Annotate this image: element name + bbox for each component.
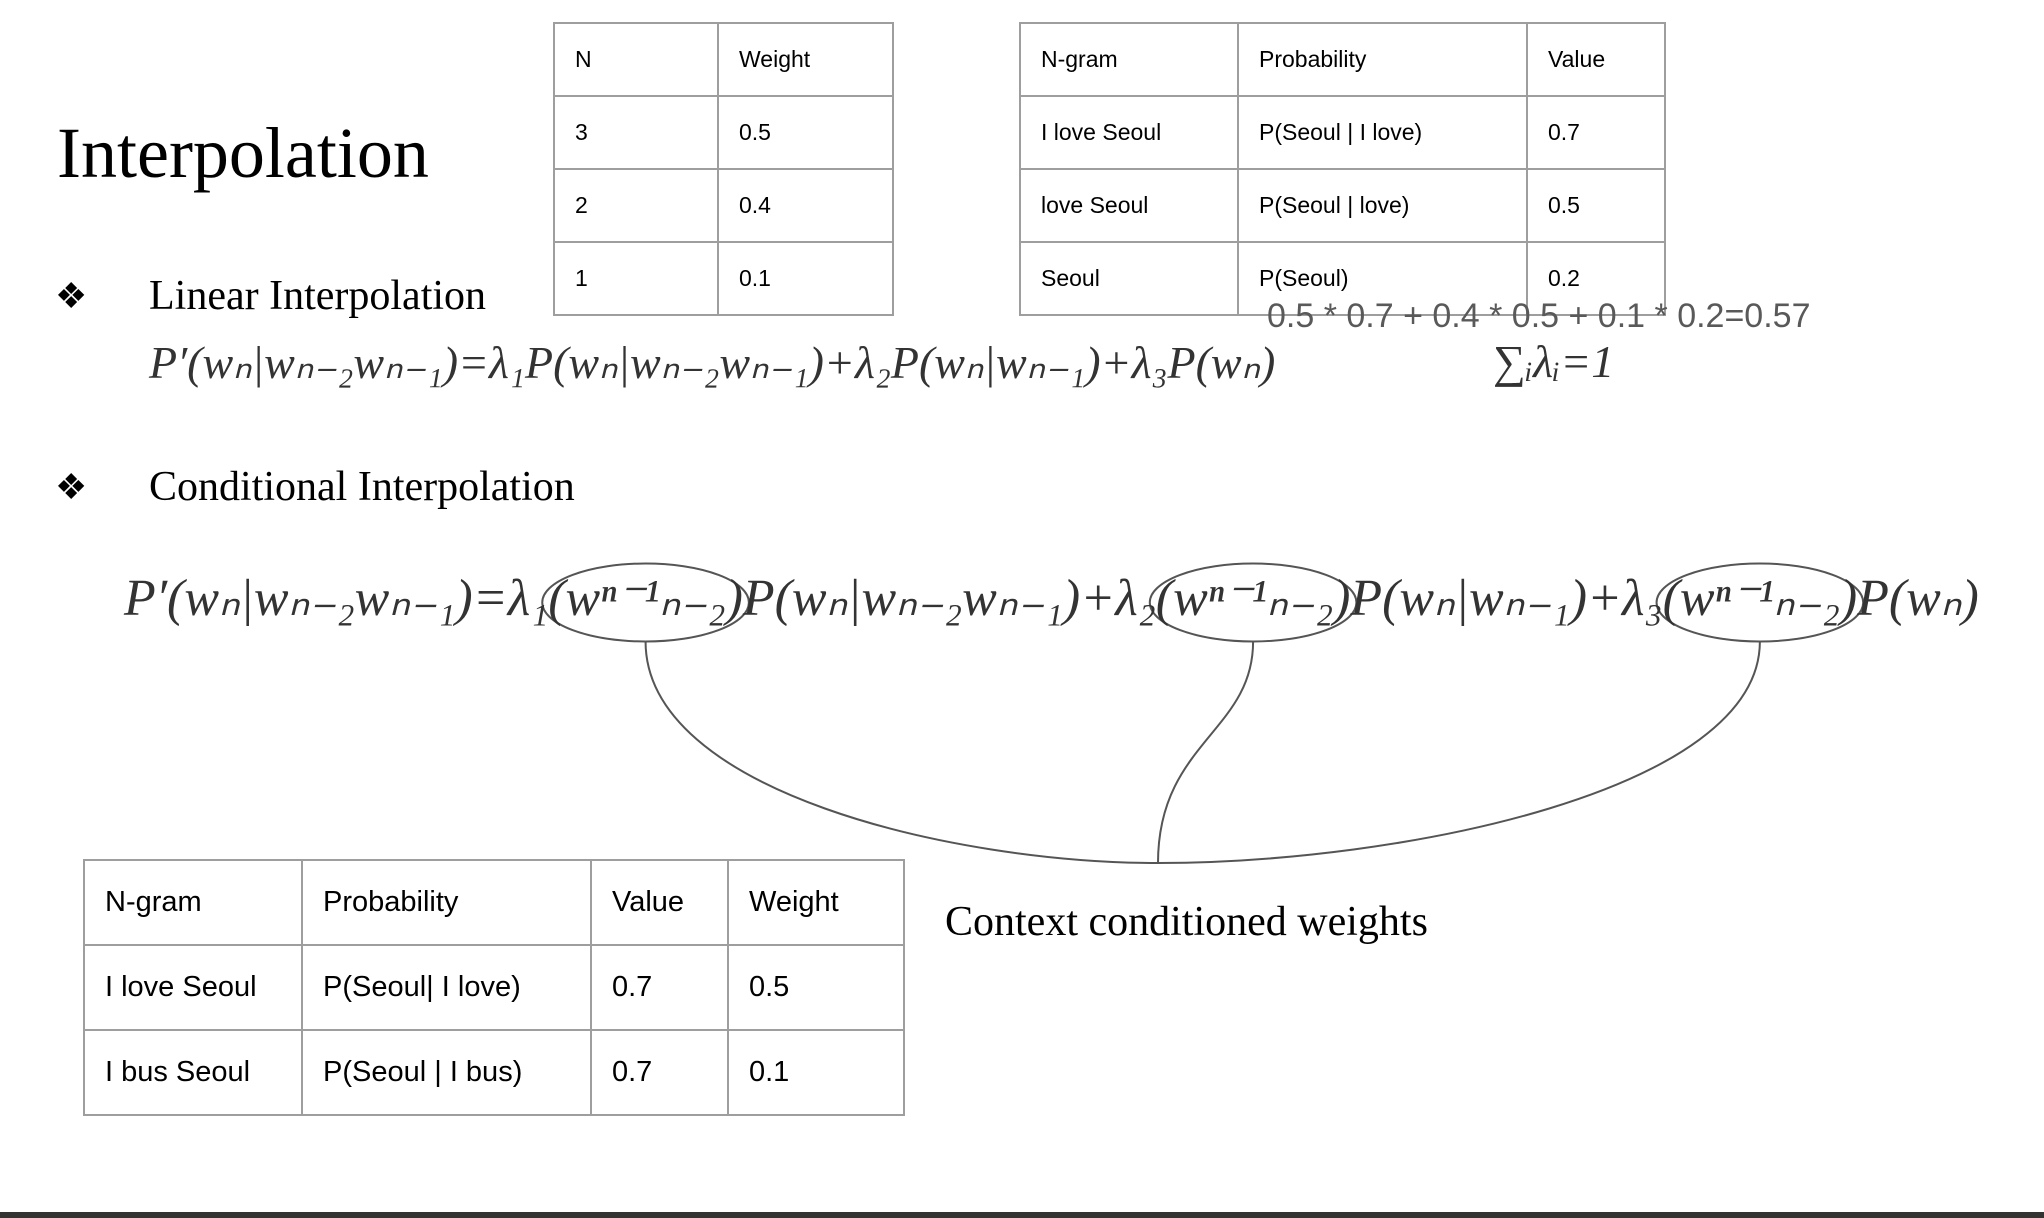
table-row: I love Seoul P(Seoul| I love) 0.7 0.5 [83, 944, 905, 1031]
calculation: 0.5 * 0.7 + 0.4 * 0.5 + 0.1 * 0.2=0.57 [1267, 297, 1811, 335]
table-cell: 2 [553, 168, 719, 243]
formula-part: P(wₙ) [1857, 570, 1979, 627]
formula-part: P(wₙ|wₙ₋₂wₙ₋₁)+λ₂ [742, 570, 1156, 627]
header-cell: N-gram [1019, 22, 1239, 97]
table-row: Seoul P(Seoul) 0.2 [1019, 241, 1666, 316]
linear-formula: P′(wₙ|wₙ₋₂wₙ₋₁)=λ₁P(wₙ|wₙ₋₂wₙ₋₁)+λ₂P(wₙ|… [149, 337, 1276, 388]
header-cell: Weight [717, 22, 894, 97]
table-row: I bus Seoul P(Seoul | I bus) 0.7 0.1 [83, 1029, 905, 1116]
table-header-row: N-gram Probability Value Weight [83, 859, 905, 946]
table-cell: 0.7 [590, 1029, 729, 1116]
bullet-label: Linear Interpolation [149, 273, 487, 319]
table-header-row: N-gram Probability Value [1019, 22, 1666, 97]
table-cell: 0.1 [717, 241, 894, 316]
table-cell: I love Seoul [83, 944, 303, 1031]
circled-term: (wⁿ⁻¹ₙ₋₂) [1155, 570, 1351, 627]
header-cell: Value [590, 859, 729, 946]
table-cell: 0.2 [1526, 241, 1666, 316]
link-curve [1157, 641, 1761, 864]
table-cell: 0.5 [727, 944, 905, 1031]
header-cell: Probability [301, 859, 592, 946]
bullet-marker: ❖ [55, 276, 88, 316]
weight-table: N Weight 3 0.5 2 0.4 1 0.1 [553, 22, 894, 316]
bullet-label: Conditional Interpolation [149, 464, 575, 510]
table-cell: I bus Seoul [83, 1029, 303, 1116]
header-cell: N [553, 22, 719, 97]
table-row: I love Seoul P(Seoul | I love) 0.7 [1019, 95, 1666, 170]
table-cell: P(Seoul | love) [1237, 168, 1528, 243]
link-curve [644, 641, 1159, 864]
formula-part: P(wₙ|wₙ₋₁)+λ₃ [1350, 570, 1663, 627]
annotation: Context conditioned weights [945, 899, 1428, 945]
table-cell: Seoul [1019, 241, 1239, 316]
table-row: 2 0.4 [553, 168, 894, 243]
header-cell: Weight [727, 859, 905, 946]
bottom-rule [0, 1212, 2044, 1218]
table-row: 3 0.5 [553, 95, 894, 170]
sum-constraint: ∑ᵢλᵢ=1 [1493, 336, 1615, 387]
table-cell: P(Seoul | I love) [1237, 95, 1528, 170]
table-cell: I love Seoul [1019, 95, 1239, 170]
table-cell: P(Seoul | I bus) [301, 1029, 592, 1116]
conditional-formula: P′(wₙ|wₙ₋₂wₙ₋₁)=λ₁(wⁿ⁻¹ₙ₋₂)P(wₙ|wₙ₋₂wₙ₋₁… [124, 568, 1979, 628]
table-cell: 0.5 [717, 95, 894, 170]
bullet-marker: ❖ [55, 467, 88, 507]
table-cell: 0.7 [1526, 95, 1666, 170]
formula-part: P′(wₙ|wₙ₋₂wₙ₋₁)=λ₁ [124, 570, 549, 627]
circled-term: (wⁿ⁻¹ₙ₋₂) [1662, 570, 1858, 627]
table-cell: P(Seoul| I love) [301, 944, 592, 1031]
ngram-table: N-gram Probability Value I love Seoul P(Seou… [1019, 22, 1666, 316]
table-cell: 1 [553, 241, 719, 316]
header-cell: Value [1526, 22, 1666, 97]
table-cell: P(Seoul) [1237, 241, 1528, 316]
context-table: N-gram Probability Value Weight I love Seoul… [83, 859, 905, 1116]
table-cell: 0.1 [727, 1029, 905, 1116]
table-cell: 0.4 [717, 168, 894, 243]
table-row: 1 0.1 [553, 241, 894, 316]
table-header-row: N Weight [553, 22, 894, 97]
table-row: love Seoul P(Seoul | love) 0.5 [1019, 168, 1666, 243]
link-curve [1157, 641, 1255, 864]
slide-title: Interpolation [57, 113, 429, 193]
table-cell: love Seoul [1019, 168, 1239, 243]
table-cell: 0.7 [590, 944, 729, 1031]
circled-term: (wⁿ⁻¹ₙ₋₂) [548, 570, 743, 627]
table-cell: 3 [553, 95, 719, 170]
header-cell: Probability [1237, 22, 1528, 97]
header-cell: N-gram [83, 859, 303, 946]
table-cell: 0.5 [1526, 168, 1666, 243]
